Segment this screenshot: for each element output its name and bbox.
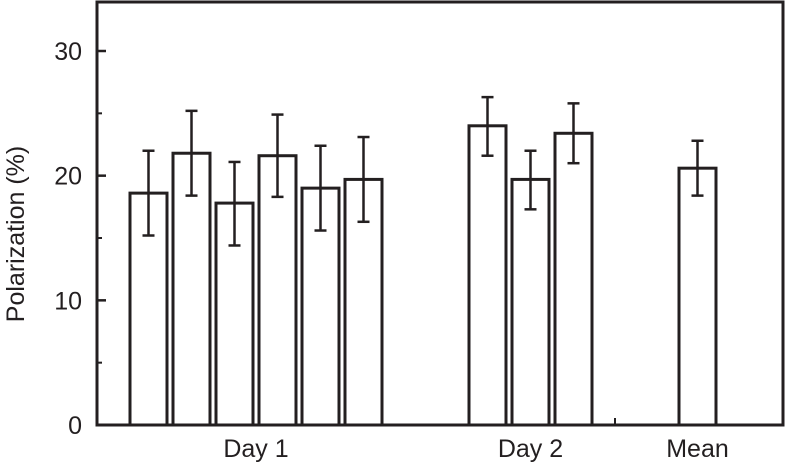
bar xyxy=(553,131,594,427)
x-group-label: Day 1 xyxy=(223,435,288,463)
y-tick-label: 10 xyxy=(54,287,82,315)
y-axis-title: Polarization (%) xyxy=(2,146,30,322)
x-group-label: Day 2 xyxy=(498,435,563,463)
group-labels: Day 1 Day 2 Mean xyxy=(223,435,728,463)
y-tick-label: 0 xyxy=(68,412,82,440)
plot-frame xyxy=(95,0,785,427)
bar xyxy=(677,166,718,427)
bars xyxy=(128,95,718,427)
bar xyxy=(467,124,508,427)
x-group-label: Mean xyxy=(666,435,729,463)
y-axis-ticks: 0 10 20 30 xyxy=(54,38,106,440)
bar xyxy=(510,177,551,427)
y-tick-label: 20 xyxy=(54,163,82,191)
y-tick-label: 30 xyxy=(54,38,82,66)
bar xyxy=(171,151,212,427)
